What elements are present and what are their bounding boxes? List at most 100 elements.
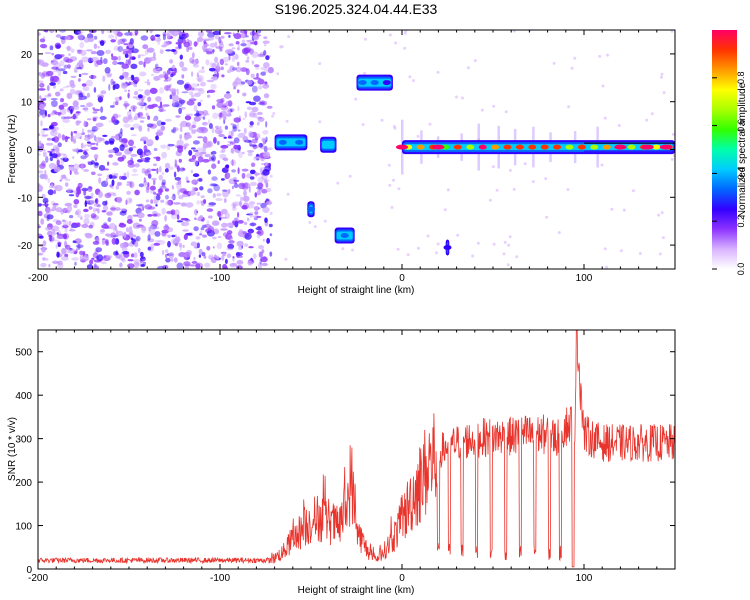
noise-speckle — [105, 49, 111, 54]
noise-speckle — [50, 183, 54, 188]
noise-speckle — [101, 30, 105, 35]
noise-speckle — [190, 83, 198, 88]
noise-speckle — [171, 234, 176, 238]
noise-speckle — [180, 106, 186, 110]
noise-speckle — [92, 117, 97, 122]
noise-speckle — [231, 47, 236, 50]
x-tick-label: 100 — [576, 273, 593, 284]
noise-speckle — [81, 132, 86, 136]
noise-speckle — [160, 125, 166, 131]
noise-speckle — [191, 179, 199, 185]
noise-speckle — [70, 83, 76, 89]
noise-speckle — [158, 188, 164, 194]
noise-speckle — [225, 233, 232, 240]
feature-blob — [324, 142, 333, 148]
noise-speckle — [169, 59, 174, 64]
noise-speckle — [73, 168, 78, 174]
noise-speckle — [61, 134, 66, 141]
noise-speckle — [117, 61, 125, 65]
noise-speckle — [146, 186, 150, 190]
noise-speckle — [154, 200, 158, 204]
feature-blob — [652, 144, 661, 150]
noise-speckle — [622, 208, 626, 212]
noise-speckle — [123, 231, 127, 239]
y-tick-label: 0 — [26, 565, 32, 576]
noise-speckle — [117, 39, 121, 46]
noise-speckle — [260, 256, 268, 263]
noise-speckle — [160, 121, 166, 126]
feature-blob — [602, 144, 611, 150]
noise-speckle — [215, 125, 220, 129]
noise-speckle — [157, 240, 166, 245]
noise-speckle — [157, 129, 163, 134]
track-peak — [396, 144, 408, 150]
noise-speckle — [258, 207, 261, 210]
noise-speckle — [268, 223, 273, 228]
noise-speckle — [189, 91, 194, 96]
noise-speckle — [49, 156, 54, 162]
noise-speckle — [221, 74, 225, 78]
noise-speckle — [188, 46, 193, 51]
noise-speckle — [93, 35, 98, 40]
feature-blob — [295, 139, 304, 145]
noise-speckle — [262, 206, 270, 213]
noise-speckle — [71, 223, 74, 229]
noise-speckle — [72, 156, 75, 159]
noise-speckle — [195, 263, 201, 269]
noise-speckle — [68, 248, 76, 254]
noise-speckle — [66, 45, 71, 52]
noise-speckle — [126, 197, 133, 204]
noise-speckle — [227, 222, 234, 228]
noise-speckle — [169, 166, 174, 171]
noise-speckle — [111, 179, 115, 186]
noise-speckle — [175, 46, 183, 50]
noise-speckle — [162, 33, 166, 41]
noise-speckle — [242, 231, 247, 235]
noise-speckle — [164, 73, 169, 80]
noise-speckle — [180, 202, 187, 207]
noise-speckle — [138, 116, 146, 119]
noise-speckle — [109, 105, 115, 108]
noise-speckle — [110, 232, 117, 238]
noise-speckle — [126, 45, 129, 50]
noise-speckle — [62, 86, 69, 89]
noise-speckle — [243, 190, 247, 197]
noise-speckle — [236, 122, 239, 130]
noise-speckle — [49, 152, 53, 157]
noise-speckle — [228, 54, 231, 61]
noise-speckle — [223, 93, 232, 99]
noise-speckle — [198, 69, 206, 74]
noise-speckle — [660, 72, 664, 76]
noise-speckle — [87, 56, 91, 62]
noise-speckle — [199, 215, 204, 220]
noise-speckle — [236, 240, 244, 247]
feature-blob — [590, 144, 599, 150]
noise-speckle — [197, 83, 200, 87]
noise-speckle — [93, 203, 101, 207]
noise-speckle — [207, 188, 213, 194]
track-peak — [614, 144, 627, 150]
noise-speckle — [55, 91, 61, 97]
noise-speckle — [492, 242, 496, 246]
noise-speckle — [271, 114, 275, 118]
noise-speckle — [214, 56, 219, 63]
noise-speckle — [193, 88, 200, 91]
noise-speckle — [164, 249, 169, 254]
x-tick-label: 100 — [576, 573, 593, 584]
noise-speckle — [248, 201, 256, 205]
noise-speckle — [143, 145, 148, 152]
noise-speckle — [492, 104, 496, 108]
noise-speckle — [127, 263, 135, 269]
noise-speckle — [77, 243, 81, 250]
noise-speckle — [134, 189, 140, 196]
noise-speckle — [265, 55, 270, 61]
noise-speckle — [70, 135, 74, 142]
noise-speckle — [170, 258, 174, 262]
noise-speckle — [83, 151, 88, 156]
noise-speckle — [75, 120, 82, 124]
noise-speckle — [107, 217, 112, 223]
noise-speckle — [253, 95, 261, 102]
noise-speckle — [227, 136, 233, 139]
noise-speckle — [64, 35, 71, 41]
noise-speckle — [41, 114, 46, 118]
